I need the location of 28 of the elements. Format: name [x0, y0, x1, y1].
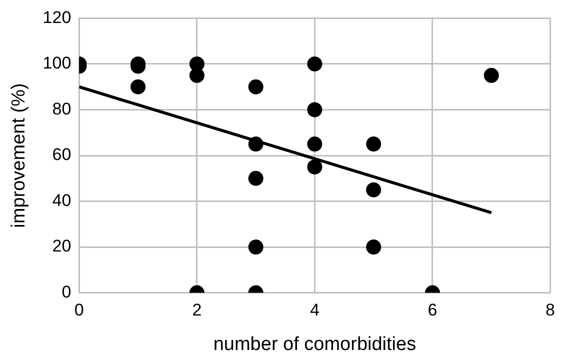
- point: [307, 136, 322, 152]
- y-tick-label: 0: [62, 282, 72, 302]
- point: [248, 136, 264, 152]
- point: [307, 102, 322, 118]
- y-tick-label: 120: [42, 8, 72, 27]
- point: [366, 240, 382, 255]
- x-tick-label: 6: [428, 300, 438, 320]
- point: [307, 159, 322, 174]
- y-tick-label: 60: [52, 145, 72, 164]
- y-tick-label: 80: [52, 99, 72, 118]
- y-tick-label: 40: [52, 190, 72, 210]
- y-tick-label: 100: [42, 54, 72, 73]
- point: [248, 170, 264, 186]
- point: [248, 240, 264, 255]
- y-tick-label: 20: [52, 236, 72, 256]
- x-tick-label: 0: [74, 300, 84, 320]
- point: [484, 68, 499, 83]
- point: [307, 56, 322, 72]
- point: [248, 79, 264, 94]
- x-tick-label: 4: [310, 300, 320, 320]
- x-axis-title: number of comorbidities: [213, 334, 416, 355]
- x-tick-label: 8: [546, 300, 556, 320]
- x-tick-label: 2: [192, 300, 202, 320]
- point: [130, 79, 146, 94]
- point: [366, 136, 382, 152]
- point: [366, 182, 382, 198]
- y-axis-title: improvement (%): [8, 83, 30, 228]
- point: [189, 68, 204, 83]
